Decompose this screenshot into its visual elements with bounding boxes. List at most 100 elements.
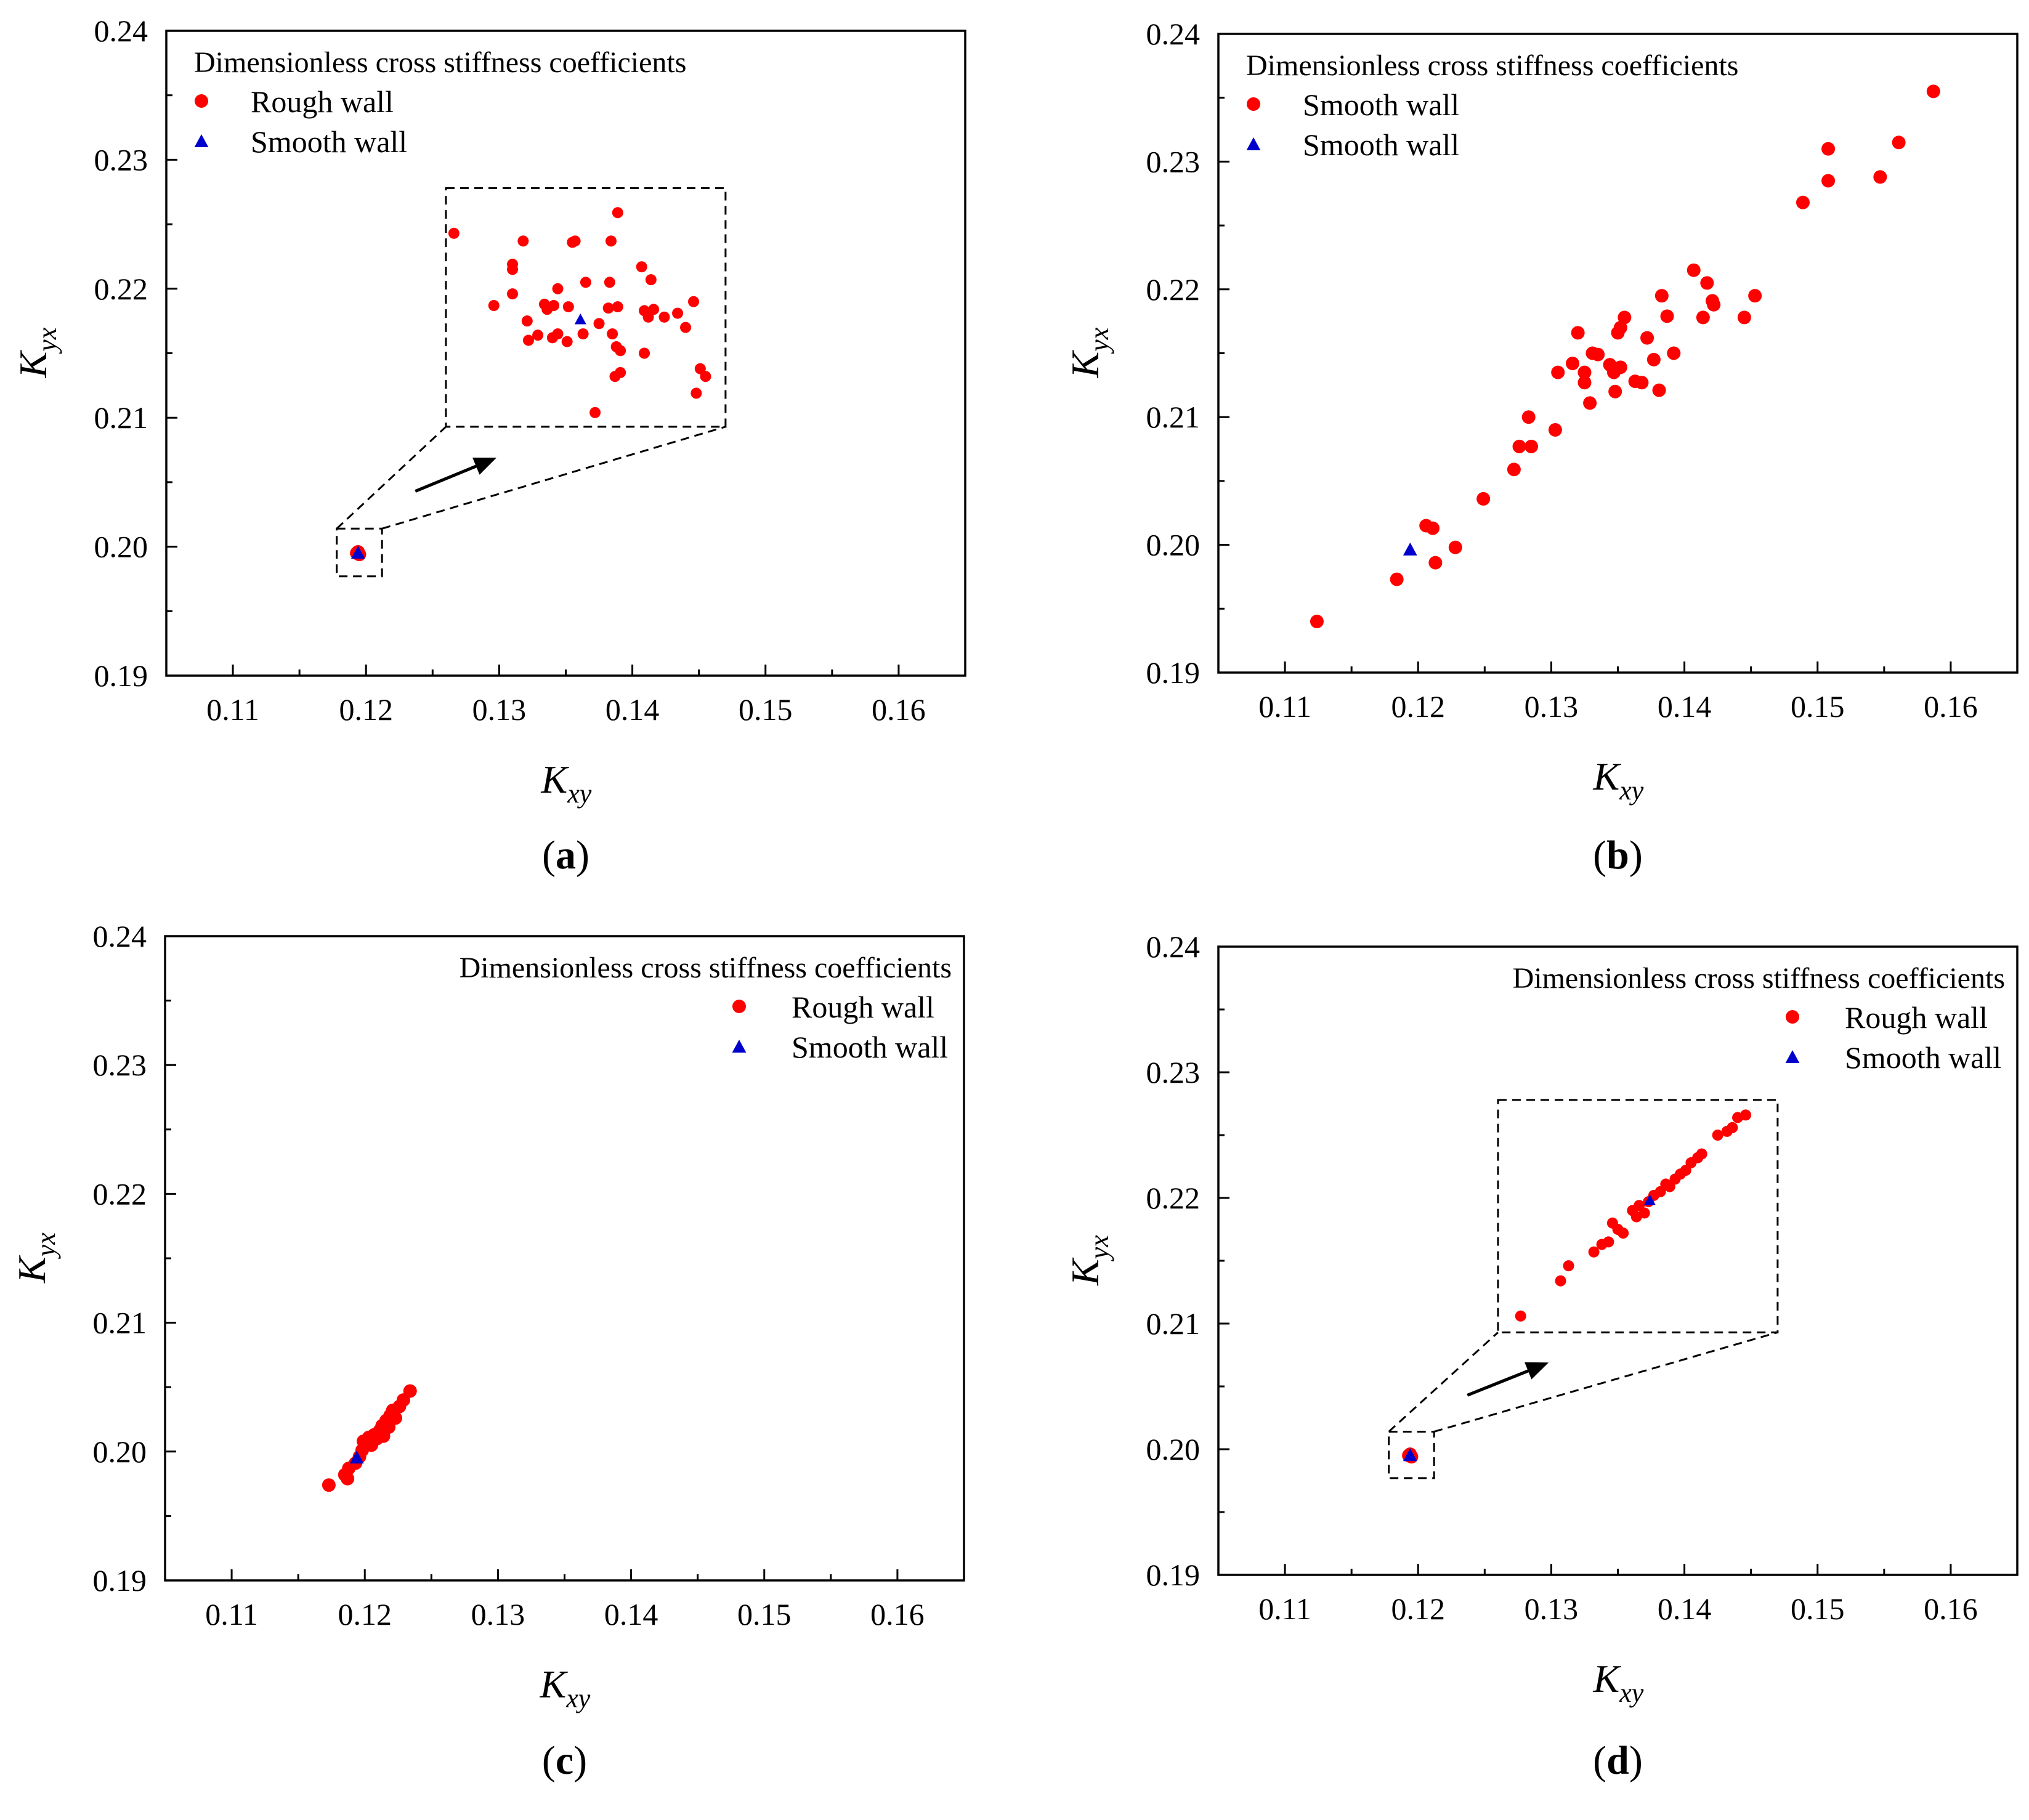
legend-entry-smooth: Smooth wall xyxy=(251,124,407,159)
y-tick-label: 0.19 xyxy=(93,1563,147,1598)
x-tick-label: 0.15 xyxy=(1791,1591,1845,1626)
inset-rough-wall-point xyxy=(552,328,564,340)
y-tick-label: 0.23 xyxy=(1146,144,1201,179)
y-tick-label: 0.20 xyxy=(94,530,148,564)
smooth-wall-point xyxy=(349,1450,364,1464)
legend-entry-rough: Rough wall xyxy=(251,84,394,119)
rough-wall-point xyxy=(1548,423,1562,437)
zoom-connector xyxy=(1433,1331,1778,1433)
zoom-inset-box xyxy=(445,187,727,428)
inset-rough-wall-point xyxy=(448,227,460,239)
rough-wall-point xyxy=(322,1478,336,1492)
panel-label-b: (b) xyxy=(1593,833,1643,878)
rough-wall-point xyxy=(1667,346,1681,360)
legend-entry-rough: Rough wall xyxy=(1845,1000,1988,1035)
legend-rough-marker xyxy=(732,1000,746,1013)
rough-wall-point xyxy=(1428,556,1443,570)
inset-rough-wall-point xyxy=(604,277,615,288)
axis-ticks: 0.11 0.12 0.13 0.14 0.15 0.16 0.19 0.20 0.21 0.22… xyxy=(1146,929,2019,1626)
inset-smooth-wall-point xyxy=(574,313,586,325)
x-tick-label: 0.13 xyxy=(471,1597,525,1632)
inset-rough-wall-point xyxy=(507,264,519,275)
inset-rough-wall-point xyxy=(609,371,621,382)
inset-rough-wall-point xyxy=(521,315,533,327)
x-tick-label: 0.11 xyxy=(1258,689,1311,724)
legend-rough-marker xyxy=(195,94,208,108)
inset-rough-wall-point xyxy=(639,347,650,359)
rough-wall-point xyxy=(1524,439,1538,453)
axis-ticks: 0.11 0.12 0.13 0.14 0.15 0.16 0.19 0.20 0.21 0.22… xyxy=(94,14,966,727)
x-tick-label: 0.16 xyxy=(872,692,926,727)
legend: Dimensionless cross stiffness coefficien… xyxy=(1513,962,2005,1075)
rough-wall-point xyxy=(1608,384,1622,398)
inset-rough-wall-point xyxy=(577,328,589,340)
x-tick-label: 0.16 xyxy=(870,1597,925,1632)
panel-d: 0.11 0.12 0.13 0.14 0.15 0.16 0.19 0.20 0.21 0.22… xyxy=(1063,929,2019,1783)
legend-entry-rough: Smooth wall xyxy=(1303,87,1459,122)
data-marks xyxy=(1310,84,1940,629)
legend-title: Dimensionless cross stiffness coefficien… xyxy=(1246,49,1738,82)
x-tick-label: 0.12 xyxy=(338,1597,392,1632)
inset-rough-wall-point xyxy=(488,300,500,312)
x-tick-label: 0.14 xyxy=(604,1597,658,1632)
inset-rough-wall-point xyxy=(548,300,560,312)
zoom-inset-box xyxy=(1497,1099,1779,1333)
inset-rough-wall-point xyxy=(532,330,544,341)
rough-wall-point xyxy=(1821,174,1836,188)
inset-rough-wall-point xyxy=(1712,1130,1723,1141)
legend-entry-smooth: Smooth wall xyxy=(792,1030,948,1064)
x-tick-label: 0.14 xyxy=(1658,1591,1712,1626)
inset-rough-wall-point xyxy=(589,406,601,418)
inset-rough-wall-point xyxy=(1603,1236,1614,1248)
zoom-arrow xyxy=(1467,1364,1541,1397)
y-tick-label: 0.22 xyxy=(94,272,148,306)
rough-wall-point xyxy=(1551,365,1565,379)
inset-rough-wall-point xyxy=(691,387,702,399)
inset-rough-wall-point xyxy=(602,302,614,314)
y-tick-label: 0.24 xyxy=(94,14,148,48)
y-tick-label: 0.20 xyxy=(1146,1432,1201,1466)
data-marks xyxy=(1402,1447,1419,1464)
rough-wall-point xyxy=(1926,84,1940,99)
x-axis-title: Kxy xyxy=(540,1662,591,1713)
y-tick-label: 0.24 xyxy=(93,919,147,953)
legend-smooth-marker xyxy=(1246,137,1261,150)
inset-rough-wall-point xyxy=(1638,1207,1650,1219)
rough-wall-point xyxy=(1566,357,1580,371)
rough-wall-point xyxy=(1640,331,1654,345)
rough-wall-point xyxy=(1687,263,1701,277)
inset-zoom xyxy=(1388,1099,1779,1479)
panel-c: 0.11 0.12 0.13 0.14 0.15 0.16 0.19 0.20 0.21 0.22… xyxy=(10,919,965,1783)
legend-smooth-marker xyxy=(732,1040,747,1053)
inset-rough-wall-point xyxy=(552,283,564,294)
rough-wall-point xyxy=(1660,309,1674,323)
inset-rough-wall-point xyxy=(517,235,529,247)
x-tick-label: 0.13 xyxy=(1525,1591,1579,1626)
rough-wall-point xyxy=(1613,360,1627,374)
inset-rough-wall-point xyxy=(612,207,623,219)
y-tick-label: 0.22 xyxy=(1146,1181,1201,1215)
x-tick-label: 0.12 xyxy=(1391,1591,1446,1626)
y-tick-label: 0.20 xyxy=(93,1434,147,1469)
inset-rough-wall-point xyxy=(1727,1122,1738,1133)
y-tick-label: 0.22 xyxy=(93,1176,147,1211)
rough-wall-point xyxy=(1618,310,1632,325)
panel-label-a: (a) xyxy=(542,833,589,878)
zoom-connector xyxy=(381,426,726,530)
inset-rough-wall-point xyxy=(561,336,573,347)
y-tick-label: 0.19 xyxy=(1146,1558,1201,1592)
inset-rough-wall-point xyxy=(1696,1148,1707,1160)
x-tick-label: 0.16 xyxy=(1924,1591,1978,1626)
legend-title: Dimensionless cross stiffness coefficien… xyxy=(1513,962,2005,995)
rough-wall-point xyxy=(341,1471,355,1486)
rough-wall-point xyxy=(1635,376,1649,390)
inset-rough-wall-point xyxy=(522,334,534,346)
legend-rough-marker xyxy=(1786,1010,1799,1024)
x-axis-title: Kxy xyxy=(1593,1657,1644,1708)
smooth-wall-point xyxy=(1403,542,1417,556)
y-axis-title: Kyx xyxy=(1063,1235,1114,1286)
inset-rough-wall-point xyxy=(680,322,692,333)
inset-rough-wall-point xyxy=(1588,1246,1600,1258)
x-axis-title: Kxy xyxy=(1593,754,1644,806)
inset-rough-wall-point xyxy=(615,345,626,357)
